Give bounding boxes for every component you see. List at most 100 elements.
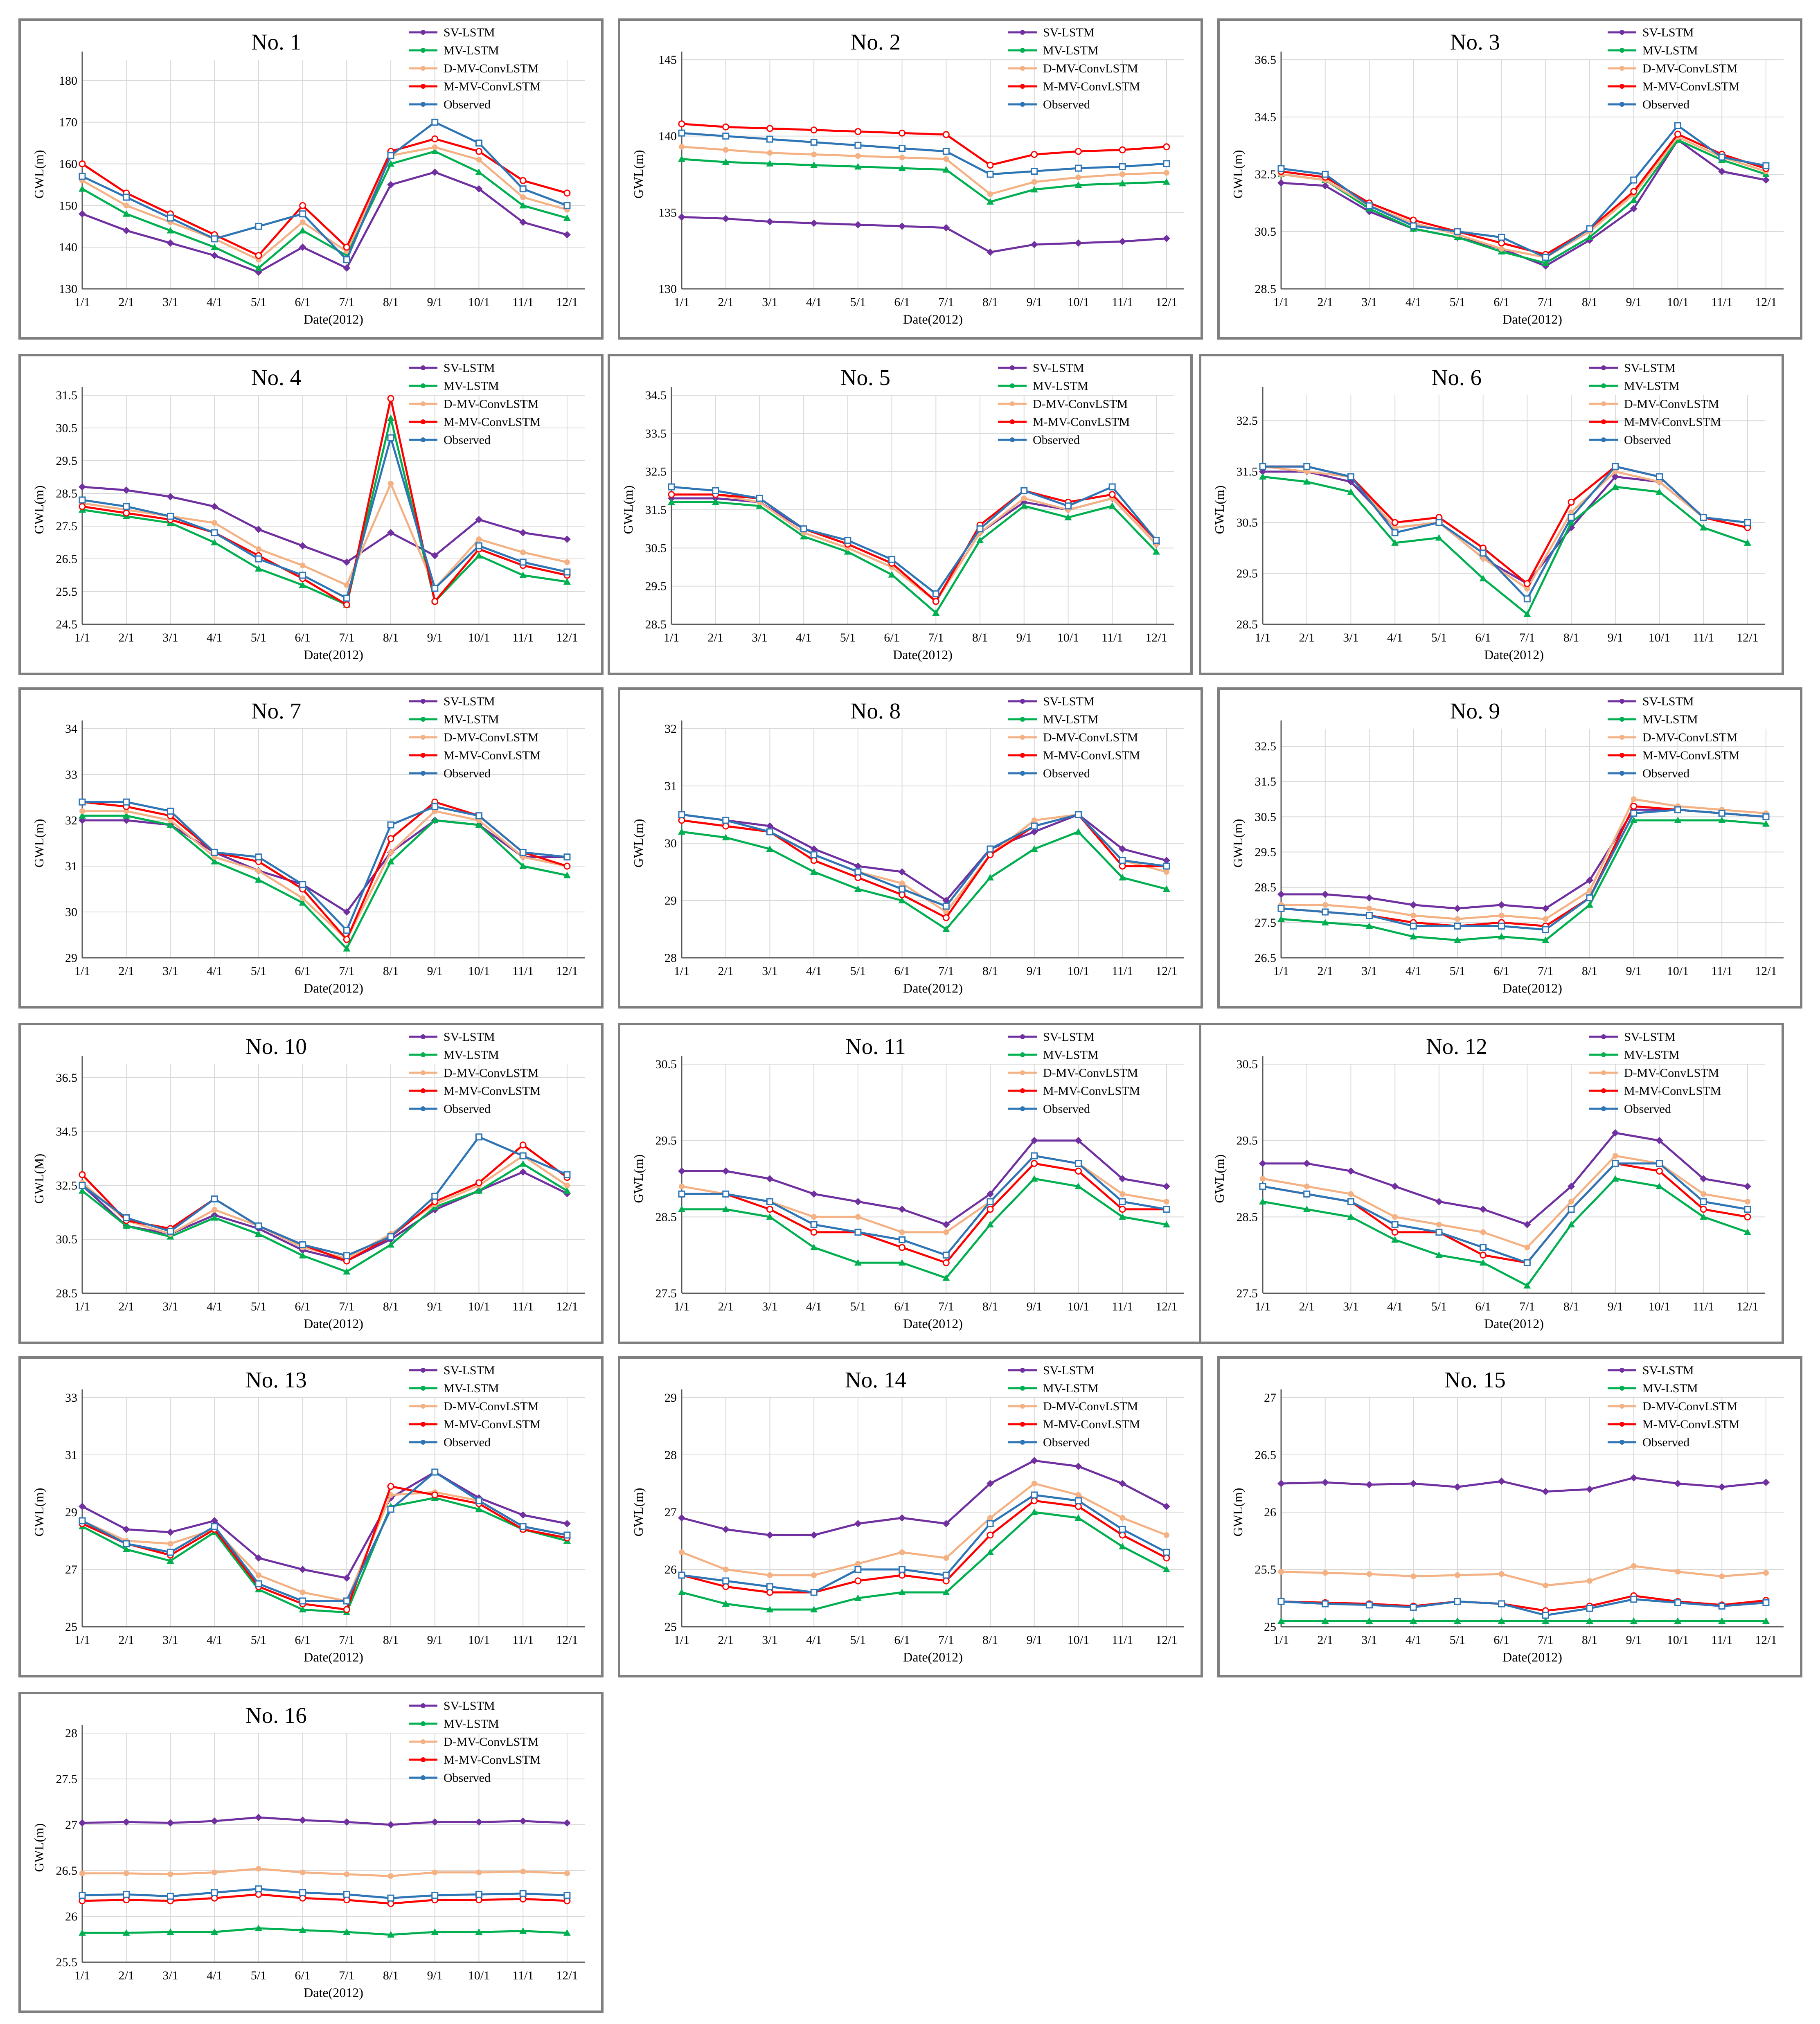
- legend-label-observed: Observed: [444, 1436, 491, 1449]
- x-tick-label: 1/1: [1273, 1633, 1289, 1647]
- data-point-mv-lstm: [1259, 1198, 1266, 1204]
- chart-title: No. 9: [1450, 698, 1500, 723]
- chart-title: No. 7: [251, 698, 301, 723]
- data-point-sv-lstm: [1611, 1129, 1619, 1137]
- data-point-sv-lstm: [942, 224, 950, 232]
- data-point-observed: [123, 798, 130, 806]
- x-tick-label: 3/1: [1361, 295, 1377, 309]
- data-point-sv-lstm: [519, 1511, 527, 1519]
- data-point-sv-lstm: [898, 1514, 906, 1522]
- data-point-observed: [1277, 1598, 1285, 1605]
- data-point-mv-lstm: [1586, 234, 1594, 240]
- data-point-mv-lstm: [678, 155, 685, 162]
- data-point-d-mv-convlstm: [1436, 1222, 1442, 1227]
- y-tick-label: 27: [65, 1563, 77, 1576]
- x-tick-label: 12/1: [1145, 631, 1167, 644]
- data-point-mv-lstm: [1743, 1228, 1751, 1235]
- data-point-d-mv-convlstm: [1656, 479, 1662, 485]
- data-point-sv-lstm: [79, 1819, 86, 1827]
- legend-label-sv-lstm: SV-LSTM: [1043, 26, 1095, 39]
- y-tick-label: 29: [664, 894, 677, 907]
- series-line-d-mv-convlstm: [82, 1868, 568, 1877]
- legend-label-m-mv-convlstm: M-MV-ConvLSTM: [1043, 1418, 1140, 1431]
- data-point-observed: [1656, 1160, 1663, 1167]
- series-line-d-mv-convlstm: [681, 146, 1167, 195]
- data-point-m-mv-convlstm: [932, 598, 939, 605]
- data-point-mv-lstm: [167, 1557, 174, 1564]
- legend-label-sv-lstm: SV-LSTM: [1624, 1030, 1676, 1044]
- data-point-mv-lstm: [1498, 933, 1505, 940]
- data-point-m-mv-convlstm: [1163, 143, 1170, 151]
- data-point-m-mv-convlstm: [1074, 148, 1082, 155]
- legend-label-mv-lstm: MV-LSTM: [444, 44, 499, 57]
- series-line-mv-lstm: [82, 815, 568, 950]
- data-point-mv-lstm: [942, 166, 950, 173]
- data-point-m-mv-convlstm: [563, 1897, 571, 1905]
- data-point-sv-lstm: [431, 552, 439, 559]
- data-point-observed: [299, 1889, 306, 1896]
- x-tick-label: 1/1: [1273, 295, 1289, 309]
- y-tick-label: 30.5: [1255, 225, 1277, 239]
- chart-svg: No. 8 28 29 30 31 32 1/1 2/1 3/1 4/1 5/1 6/1 7/1 8/1 9…: [631, 695, 1184, 995]
- data-point-sv-lstm: [563, 231, 571, 239]
- x-tick-label: 6/1: [295, 1633, 310, 1647]
- series-line-m-mv-convlstm: [1281, 1594, 1766, 1612]
- series-line-d-mv-convlstm: [671, 493, 1157, 603]
- data-point-mv-lstm: [122, 1222, 130, 1229]
- series-line-d-mv-convlstm: [681, 1155, 1167, 1234]
- data-point-observed: [1454, 1598, 1461, 1605]
- data-point-m-mv-convlstm: [519, 177, 527, 184]
- data-point-observed: [1074, 164, 1082, 172]
- data-point-mv-lstm: [1347, 488, 1355, 495]
- data-point-mv-lstm: [1365, 1617, 1373, 1624]
- legend-label-sv-lstm: SV-LSTM: [444, 1030, 495, 1044]
- data-point-sv-lstm: [1119, 238, 1126, 245]
- x-axis-label: Date(2012): [893, 647, 953, 662]
- x-tick-label: 6/1: [894, 964, 910, 978]
- x-tick-label: 12/1: [556, 1633, 578, 1647]
- y-tick-label: 27.5: [56, 1772, 78, 1786]
- x-tick-label: 4/1: [806, 964, 822, 978]
- series-line-mv-lstm: [681, 831, 1167, 930]
- x-tick-label: 7/1: [938, 964, 954, 978]
- data-point-mv-lstm: [898, 897, 906, 903]
- data-point-d-mv-convlstm: [1744, 1199, 1750, 1204]
- data-point-sv-lstm: [1542, 905, 1550, 912]
- data-point-d-mv-convlstm: [1631, 1563, 1637, 1569]
- y-tick-label: 25.5: [1255, 1563, 1277, 1576]
- data-point-mv-lstm: [519, 202, 527, 209]
- chart-panel-6: No. 6 28.5 29.5 30.5 31.5 32.5 1/1 2/1 3/1 4/1 5/1…: [1199, 354, 1784, 675]
- x-tick-label: 9/1: [1027, 295, 1042, 309]
- legend-marker-m-mv-convlstm: [421, 84, 426, 89]
- data-point-m-mv-convlstm: [387, 395, 394, 402]
- y-tick-label: 29.5: [655, 1134, 677, 1148]
- y-tick-label: 27: [1264, 1391, 1276, 1405]
- legend-label-observed: Observed: [444, 98, 491, 111]
- x-tick-label: 12/1: [1755, 964, 1777, 978]
- y-tick-label: 26: [1264, 1506, 1276, 1519]
- y-tick-label: 130: [59, 282, 77, 296]
- data-point-m-mv-convlstm: [343, 936, 350, 943]
- x-tick-label: 12/1: [1156, 295, 1177, 309]
- data-point-mv-lstm: [563, 871, 571, 878]
- data-point-mv-lstm: [1119, 874, 1126, 880]
- series-line-mv-lstm: [81, 1163, 568, 1273]
- data-point-m-mv-convlstm: [1523, 580, 1531, 587]
- legend-label-d-mv-convlstm: D-MV-ConvLSTM: [444, 1400, 538, 1413]
- chart-title: No. 15: [1444, 1367, 1506, 1392]
- x-tick-label: 3/1: [752, 631, 767, 644]
- series-line-m-mv-convlstm: [1281, 133, 1766, 256]
- data-point-observed: [563, 1171, 571, 1178]
- data-point-d-mv-convlstm: [679, 1549, 685, 1555]
- data-point-observed: [810, 139, 818, 146]
- data-point-sv-lstm: [1277, 179, 1285, 187]
- x-tick-label: 10/1: [1068, 1300, 1089, 1313]
- x-axis-label: Date(2012): [1484, 1316, 1544, 1331]
- data-point-observed: [1365, 912, 1373, 919]
- data-point-m-mv-convlstm: [1391, 1229, 1399, 1236]
- data-point-observed: [1630, 1596, 1638, 1603]
- chart-title: No. 4: [251, 365, 301, 390]
- data-point-mv-lstm: [1479, 575, 1487, 581]
- x-tick-label: 1/1: [1273, 964, 1289, 978]
- x-tick-label: 1/1: [74, 1633, 90, 1647]
